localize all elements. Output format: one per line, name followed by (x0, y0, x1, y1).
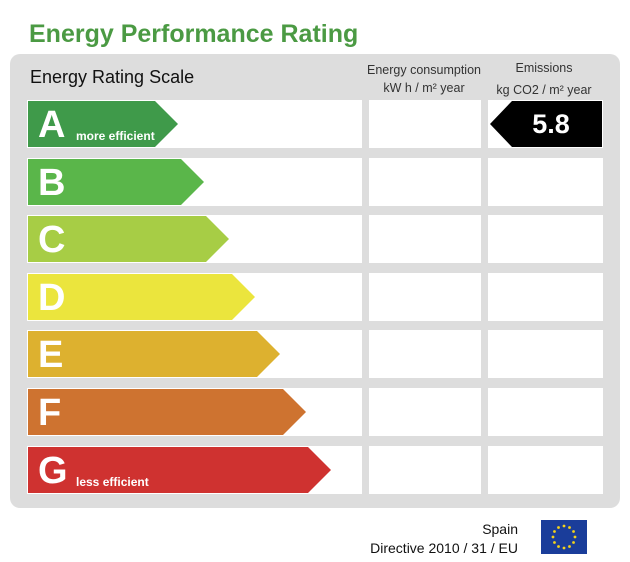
flag-star (551, 535, 555, 539)
rating-cell-emissions (488, 388, 603, 436)
eu-flag-icon (541, 520, 587, 554)
energy-header-line2: kW h / m² year (383, 81, 465, 95)
rating-band-arrow (28, 389, 306, 435)
flag-star (553, 541, 556, 544)
page-title: Energy Performance Rating (29, 20, 359, 48)
rating-band-letter: G (38, 450, 68, 492)
flag-star (568, 545, 571, 548)
rating-cell-emissions (488, 158, 603, 206)
flag-star (572, 541, 575, 544)
rating-band-arrow (28, 274, 255, 320)
emissions-column-header: Emissions kg CO2 / m² year (486, 59, 602, 99)
flag-star (573, 535, 577, 539)
emissions-rating-marker: 5.8 (490, 101, 602, 147)
rating-cell-energy (369, 388, 481, 436)
rating-band-arrow (28, 159, 204, 205)
rating-band-note: less efficient (76, 475, 149, 489)
rating-band-c: C (28, 216, 229, 262)
rating-band-letter: F (38, 392, 62, 434)
emissions-header-line1: Emissions (515, 61, 573, 75)
rating-cell-energy (369, 215, 481, 263)
rating-band-arrow (28, 101, 178, 147)
rating-scale-title: Energy Rating Scale (30, 67, 195, 87)
flag-star (557, 545, 560, 548)
rating-cell-emissions (488, 446, 603, 494)
rating-band-arrow (28, 447, 331, 493)
rating-cell-emissions (488, 273, 603, 321)
footer-country: Spain (482, 521, 518, 537)
rating-cell-emissions (488, 330, 603, 378)
rating-band-letter: E (38, 334, 64, 376)
rating-band-letter: A (38, 104, 66, 146)
emissions-rating-value: 5.8 (532, 109, 570, 139)
rating-cell-energy (369, 273, 481, 321)
marker-arrow-shape (490, 101, 602, 147)
flag-star (568, 526, 571, 529)
rating-band-b: B (28, 159, 204, 205)
rating-cell-energy (369, 100, 481, 148)
rating-band-arrow (28, 331, 280, 377)
rating-cell-energy (369, 158, 481, 206)
rating-band-letter: D (38, 277, 66, 319)
rating-band-note: more efficient (76, 129, 155, 143)
emissions-header-line2: kg CO2 / m² year (496, 83, 592, 97)
flag-star (562, 524, 566, 528)
rating-cell-energy (369, 330, 481, 378)
energy-header-line1: Energy consumption (367, 63, 481, 77)
energy-column-header: Energy consumption kW h / m² year (366, 61, 482, 97)
rating-cell-energy (369, 446, 481, 494)
rating-band-letter: B (38, 162, 66, 204)
flag-star (557, 526, 560, 529)
rating-band-f: F (28, 389, 306, 435)
rating-band-letter: C (38, 219, 66, 261)
footer-directive: Directive 2010 / 31 / EU (370, 540, 518, 556)
flag-star (553, 530, 556, 533)
flag-star (572, 530, 575, 533)
flag-star (562, 546, 566, 550)
rating-band-d: D (28, 274, 255, 320)
rating-band-arrow (28, 216, 229, 262)
rating-cell-emissions (488, 215, 603, 263)
rating-band-e: E (28, 331, 280, 377)
